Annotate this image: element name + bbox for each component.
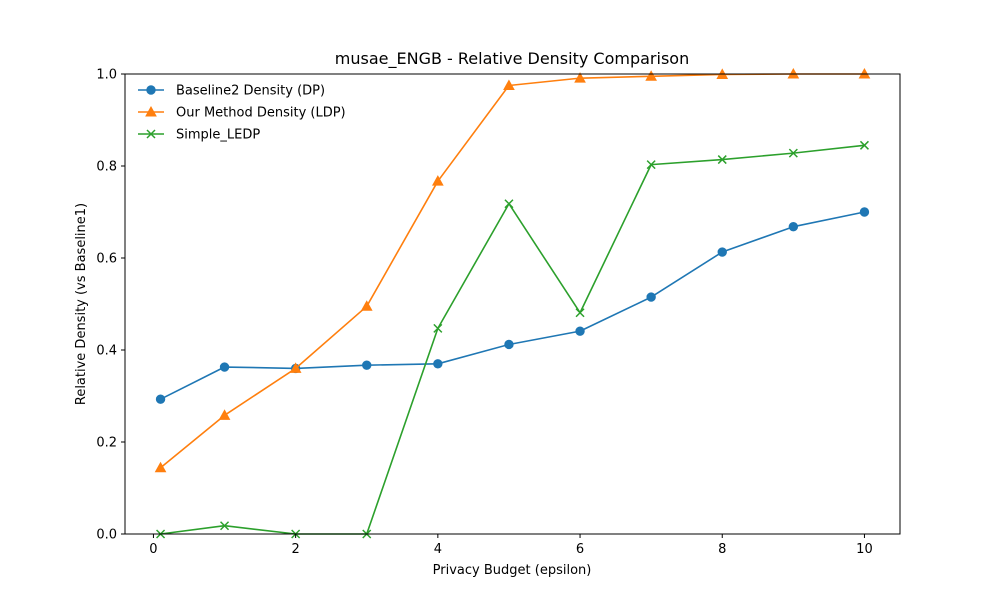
data-point <box>219 362 230 372</box>
chart-title: musae_ENGB - Relative Density Comparison <box>335 49 689 69</box>
series-line-2 <box>160 73 865 469</box>
legend-marker <box>145 105 157 117</box>
series-line-3 <box>160 144 865 535</box>
data-point <box>645 70 657 81</box>
plot-frame <box>124 73 901 535</box>
x-tick-label: 8 <box>718 542 726 557</box>
data-point <box>859 207 870 217</box>
data-point <box>433 359 443 369</box>
data-point <box>154 461 167 473</box>
data-point <box>575 308 585 318</box>
legend: Baseline2 Density (DP) Our Method Density… <box>138 84 346 143</box>
y-tick-label: 0.2 <box>96 436 117 451</box>
data-point <box>717 155 727 165</box>
x-tick-label: 6 <box>576 542 584 557</box>
data-point <box>717 247 727 257</box>
y-tick-label: 0.0 <box>96 528 117 543</box>
data-point <box>220 521 230 531</box>
x-tick-label: 4 <box>434 542 442 557</box>
data-point <box>575 326 585 336</box>
x-axis-label: Privacy Budget (epsilon) <box>433 563 592 578</box>
legend-label: Our Method Density (LDP) <box>176 106 346 121</box>
data-point <box>360 300 373 311</box>
data-point <box>155 394 166 404</box>
legend-marker <box>146 129 156 139</box>
data-point <box>362 360 372 370</box>
x-tick-label: 2 <box>292 542 300 557</box>
y-axis-label: Relative Density (vs Baseline1) <box>74 203 89 405</box>
data-point <box>504 199 514 209</box>
x-tick-label: 0 <box>149 542 157 557</box>
data-point <box>433 323 443 333</box>
legend-marker <box>146 85 156 95</box>
data-point <box>859 140 869 150</box>
data-point <box>503 79 515 90</box>
data-point <box>788 222 799 232</box>
data-point <box>504 339 514 350</box>
data-point <box>218 409 231 420</box>
data-point <box>431 175 444 186</box>
plot-area: 0 2 4 6 8 10 0.0 0.2 0.4 0.6 0.8 1.0 <box>96 68 901 557</box>
data-point <box>289 362 302 373</box>
legend-label: Baseline2 Density (DP) <box>176 84 325 99</box>
x-tick-label: 10 <box>856 542 873 557</box>
y-tick-label: 0.8 <box>96 160 117 175</box>
data-point <box>788 148 798 158</box>
series-line-1 <box>160 211 865 400</box>
legend-label: Simple_LEDP <box>176 128 260 143</box>
y-tick-label: 1.0 <box>96 68 117 83</box>
data-point <box>574 72 586 83</box>
data-point <box>646 292 656 302</box>
y-tick-label: 0.4 <box>96 344 117 359</box>
y-tick-label: 0.6 <box>96 252 117 267</box>
data-point <box>646 160 656 170</box>
